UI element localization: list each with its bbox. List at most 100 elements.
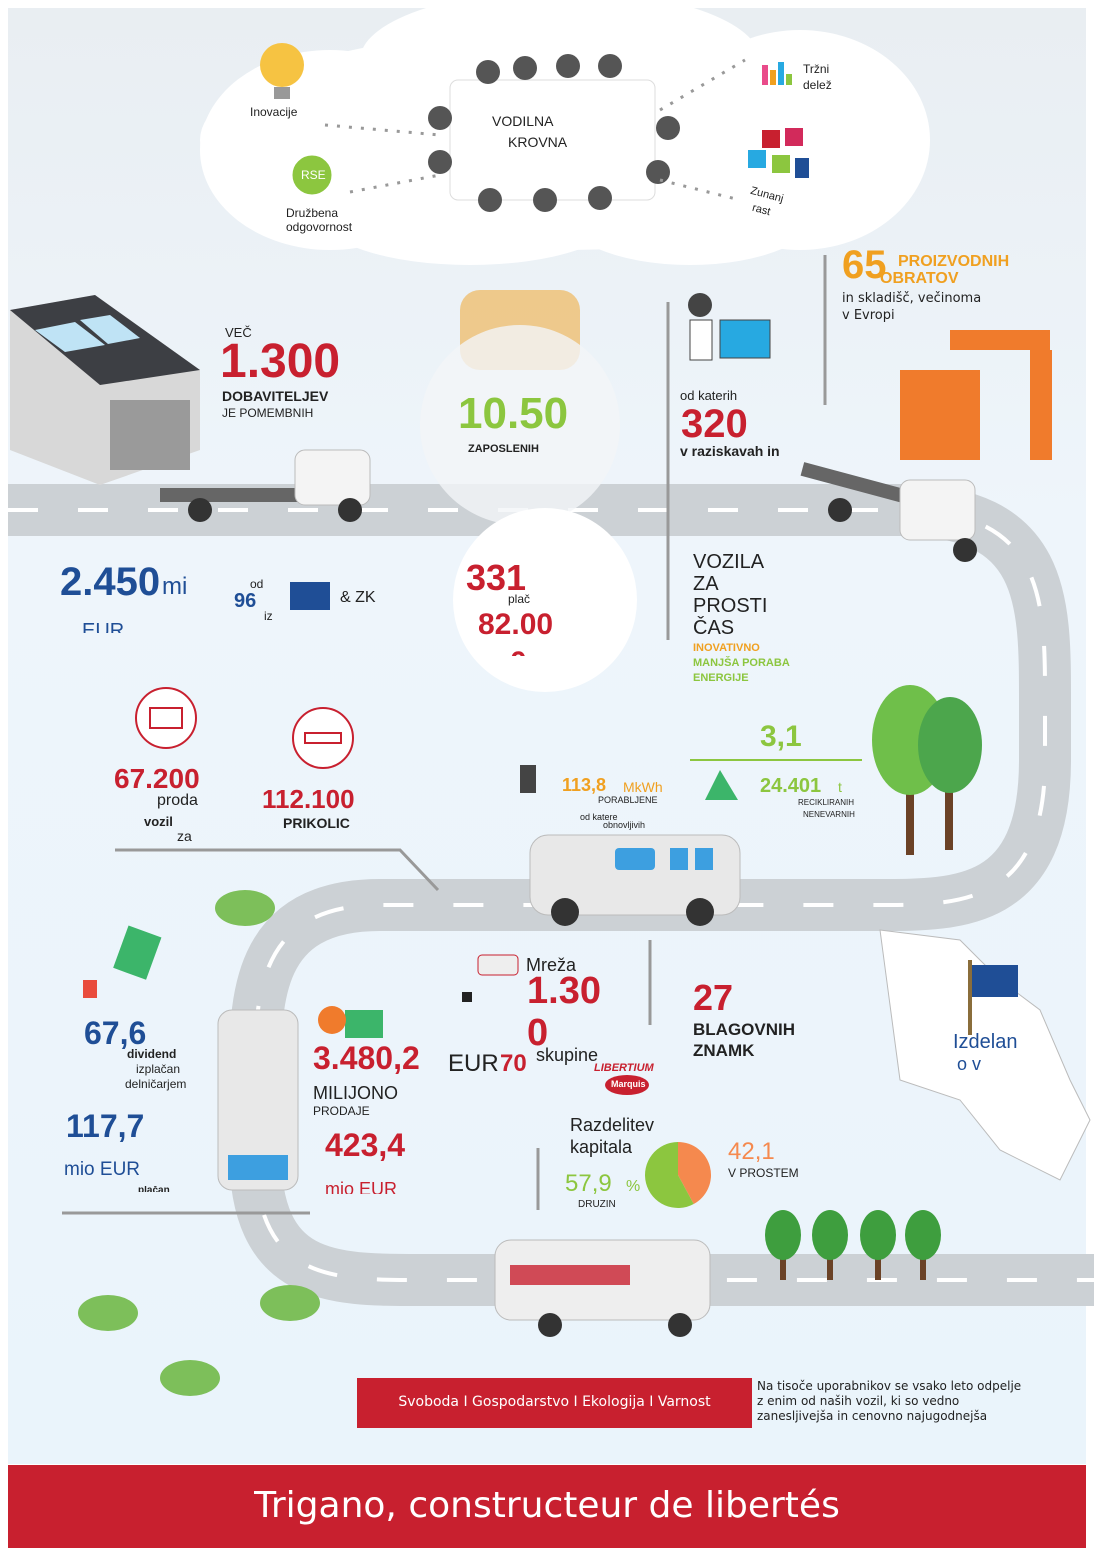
label: KROVNA: [508, 134, 568, 150]
label: proda: [157, 792, 198, 809]
label: Družbena: [286, 206, 339, 220]
label: VEČ: [225, 325, 252, 340]
number: 0: [510, 648, 527, 656]
banner: [357, 1378, 752, 1428]
number: 24.401: [760, 775, 822, 797]
label: skupine: [536, 1045, 599, 1065]
label: iz: [264, 609, 273, 623]
label: Tržni: [803, 62, 830, 76]
label: RECIKLIRANIH: [798, 798, 855, 807]
building: [10, 295, 200, 485]
logo: Marquis: [611, 1079, 646, 1089]
label: od katere: [580, 812, 618, 822]
number: 82.00: [478, 608, 554, 641]
label: DRUŽIN: [578, 1200, 616, 1207]
number: 112.100: [262, 784, 355, 814]
puzzle: [748, 128, 809, 178]
camper: [529, 834, 741, 926]
family-camper: [494, 1239, 711, 1337]
connectors: [324, 58, 746, 202]
banner-text: Svoboda I Gospodarstvo I Ekologija I Var…: [398, 1394, 711, 1410]
crowd-circle: [420, 325, 620, 525]
label: delničarjem: [125, 1077, 187, 1091]
title: PROSTI: [693, 595, 768, 617]
pie-slice: [678, 1142, 712, 1205]
label: od katerih: [680, 388, 738, 403]
researcher: [688, 293, 771, 361]
number: 331: [466, 557, 527, 598]
label: delež: [803, 78, 832, 92]
number: 1.300: [220, 335, 341, 388]
label: za: [177, 828, 192, 844]
number: 3,1: [760, 720, 802, 753]
red-icons: [135, 687, 354, 769]
number: 117,7: [66, 1108, 145, 1144]
number: 113,8: [562, 775, 607, 795]
marquis-badge: [605, 1075, 649, 1095]
number: 3.480,2: [313, 1040, 420, 1076]
unit: %: [626, 1178, 641, 1195]
title: Razdelitev: [570, 1115, 655, 1135]
pie-slice: [645, 1142, 694, 1208]
salary-circle: [453, 508, 637, 692]
camper-front: [217, 1009, 299, 1191]
number: 1.30: [527, 970, 601, 1012]
label: od: [250, 577, 264, 591]
label: EUR: [448, 1050, 499, 1077]
label: V PROSTEM: [728, 1166, 799, 1180]
number: 10.50: [458, 389, 569, 438]
bulb: [260, 43, 304, 87]
eu-flag: [290, 582, 330, 610]
capital-pie: [645, 1142, 712, 1208]
unit: mio EUR: [64, 1159, 141, 1180]
title: VOZILA: [693, 551, 765, 573]
note: Na tisoče uporabnikov se vsako leto odpe…: [757, 1379, 1022, 1393]
number: 27: [693, 977, 734, 1018]
label: plač: [508, 592, 531, 606]
road-markings: [8, 508, 1094, 1282]
separators: [62, 255, 827, 1215]
label: PORABLJENE: [598, 795, 658, 805]
title: kapitala: [570, 1137, 633, 1157]
label: o v: [957, 1054, 982, 1074]
number: 0: [527, 1012, 549, 1054]
badge: RSE: [301, 168, 326, 182]
unit: MkWh: [623, 779, 663, 795]
unit: EUR: [82, 621, 125, 633]
value-label: 57,9: [565, 1170, 612, 1197]
title: ČAS: [693, 617, 735, 639]
label: v raziskavah in: [680, 443, 780, 459]
footer-band: [8, 1465, 1086, 1548]
network-icon: [462, 954, 519, 1002]
note: z enim od naših vozil, ki so vedno: [757, 1394, 960, 1408]
label: Mreža: [526, 955, 577, 975]
logo: LIBERTIUM: [594, 1062, 654, 1074]
robot: [900, 330, 1052, 460]
label: dividend: [127, 1047, 177, 1061]
number: 320: [681, 402, 748, 446]
flag: [972, 965, 1018, 997]
tag: INOVATIVNO: [693, 642, 760, 654]
number: 70: [500, 1050, 527, 1077]
trees: [765, 685, 982, 1280]
bar-icon: [762, 62, 792, 85]
number: 423,4: [325, 1127, 406, 1163]
number: 96: [234, 590, 257, 612]
label: JE POMEMBNIH: [222, 406, 314, 420]
label: PRIKOLIC: [283, 815, 350, 831]
label: obnovljivih: [603, 820, 646, 830]
truck-2: [800, 462, 977, 562]
note: zanesljivejša in cenovno najugodnejša: [757, 1409, 988, 1423]
label: PRODAJE: [313, 1104, 370, 1118]
label: ZNAMK: [693, 1041, 755, 1060]
label: & ZK: [340, 589, 376, 606]
eco-icons: [520, 765, 738, 800]
rse-circle: [289, 152, 335, 198]
unit: MILIJONO: [313, 1083, 399, 1103]
value-label: 42,1: [728, 1138, 775, 1165]
label: Inovacije: [250, 105, 298, 119]
truck-1: [160, 449, 371, 522]
money: [83, 925, 383, 1038]
